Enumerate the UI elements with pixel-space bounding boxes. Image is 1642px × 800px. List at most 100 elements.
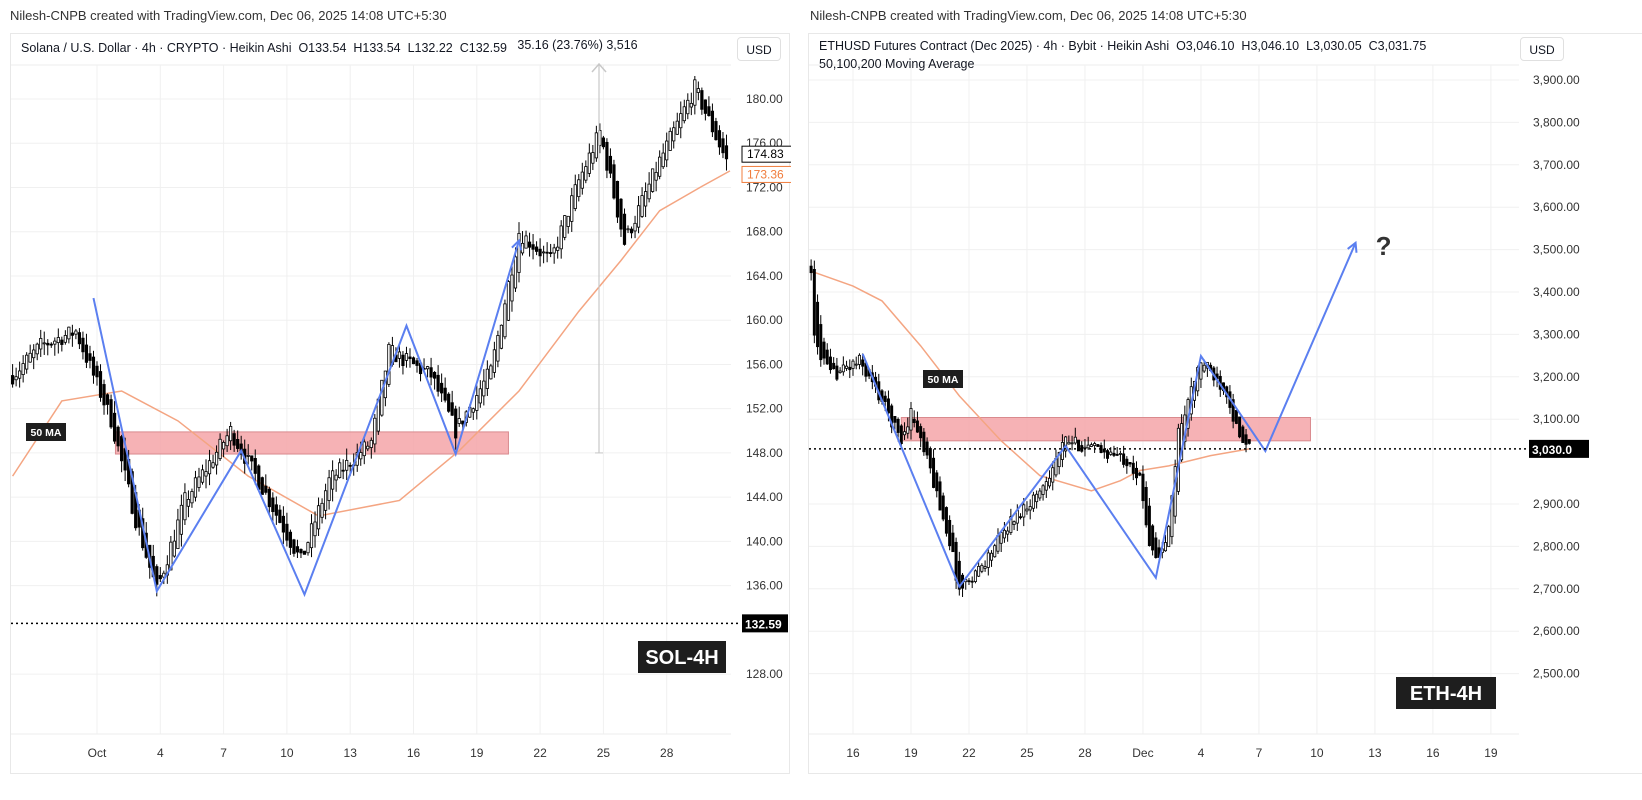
eth-y-tick: 2,600.00: [1533, 624, 1580, 638]
sol-candle-body: [341, 469, 345, 472]
sol-candle-body: [503, 303, 507, 338]
sol-candle-body: [682, 106, 686, 122]
eth-legend-open: O3,046.10: [1176, 39, 1235, 53]
eth-candle-body: [973, 570, 977, 582]
sol-currency-button[interactable]: USD: [737, 37, 781, 61]
sol-candle-body: [28, 352, 32, 363]
sol-candle-body: [457, 418, 461, 424]
sol-candle-body: [98, 371, 103, 398]
eth-candle-body: [899, 425, 903, 445]
eth-pattern-line[interactable]: [861, 242, 1357, 589]
sol-candle-body: [626, 228, 630, 231]
eth-candle-body: [1089, 444, 1093, 447]
eth-ma-50-line[interactable]: [810, 270, 1250, 492]
sol-measure-arrow-icon: [591, 62, 607, 73]
eth-candle-body: [1106, 450, 1110, 459]
sol-candle-body: [559, 225, 563, 250]
sol-candle-body: [102, 384, 106, 406]
eth-candle-body: [893, 416, 897, 423]
sol-candle-body: [556, 246, 560, 251]
sol-candle-body: [14, 376, 18, 381]
sol-candle-body: [264, 485, 268, 493]
eth-candle-body: [1238, 416, 1242, 438]
eth-candle-body: [1077, 439, 1081, 452]
eth-chart-panel[interactable]: 3,900.00 3,800.00 3,700.00 3,600.00 3,500.00…: [808, 33, 1642, 774]
sol-y-tick: 156.00: [746, 357, 783, 371]
eth-candle-body: [854, 363, 858, 366]
eth-candle-body: [1022, 504, 1026, 518]
sol-candle-body: [566, 215, 570, 227]
sol-y-tick: 128.00: [746, 667, 783, 681]
sol-candle-body: [633, 222, 637, 232]
eth-question-annotation[interactable]: ?: [1376, 231, 1392, 261]
sol-candle-body: [95, 365, 99, 378]
sol-pattern-line[interactable]: [92, 240, 520, 598]
sol-candle-body: [647, 183, 651, 200]
eth-x-tick: 19: [1484, 746, 1498, 760]
eth-candle-body: [903, 431, 907, 436]
sol-candle-body: [440, 382, 444, 394]
eth-candle-body: [1164, 542, 1168, 552]
sol-badge: SOL-4H: [645, 647, 718, 669]
eth-candle-body: [941, 495, 945, 520]
sol-x-tick: 22: [533, 746, 547, 760]
eth-candle-body: [828, 356, 832, 371]
sol-ma-label[interactable]: 50 MA: [31, 427, 62, 439]
sol-candle-body: [644, 191, 648, 207]
sol-candle-body: [338, 462, 342, 478]
sol-legend-open: O133.54: [298, 41, 347, 55]
eth-candle-body: [1044, 481, 1048, 491]
eth-candle-body: [1141, 473, 1145, 502]
sol-ma-50-line[interactable]: [11, 170, 731, 517]
eth-indicator-legend[interactable]: 50,100,200 Moving Average: [819, 57, 975, 71]
eth-candle-body: [1038, 490, 1042, 499]
sol-candle-body: [299, 548, 303, 554]
sol-candle-body: [401, 354, 405, 367]
sol-candle-body: [450, 402, 454, 416]
eth-candle-body: [835, 365, 839, 380]
sol-candle-body: [267, 488, 271, 508]
sol-chart-panel[interactable]: 180.00 176.00 172.00 168.00 164.00 160.00 156.…: [10, 33, 791, 775]
sol-candle-body: [35, 343, 39, 355]
eth-badge-bg: [1396, 677, 1496, 709]
eth-currency-button[interactable]: USD: [1520, 37, 1564, 61]
sol-candle-body: [56, 337, 60, 344]
eth-candle-body: [1147, 505, 1151, 547]
eth-badge: ETH-4H: [1410, 683, 1482, 705]
sol-candle-body: [172, 540, 176, 557]
sol-candle-body: [615, 180, 620, 218]
sol-candle-body: [482, 380, 486, 397]
eth-y-tick: 2,500.00: [1533, 667, 1580, 681]
eth-chart-canvas[interactable]: 3,900.00 3,800.00 3,700.00 3,600.00 3,500.00…: [809, 34, 1642, 775]
eth-candle-body: [990, 552, 994, 561]
sol-candle-body: [608, 155, 613, 174]
sol-candle-body: [710, 110, 715, 133]
sol-candle-body: [236, 438, 240, 449]
sol-candle-body: [84, 344, 89, 363]
sol-chart-canvas[interactable]: 180.00176.00172.00168.00164.00160.00156.…: [11, 34, 791, 775]
sol-candle-body: [415, 360, 419, 366]
sol-candle-body: [404, 353, 409, 361]
eth-candle-body: [825, 349, 829, 365]
sol-candle-body: [513, 256, 518, 289]
eth-candle-body: [932, 457, 936, 488]
sol-candle-body: [91, 356, 96, 376]
sol-candle-body: [229, 426, 233, 442]
sol-candle-body: [109, 399, 113, 428]
eth-candle-body: [983, 566, 987, 569]
eth-candle-body: [1202, 364, 1206, 372]
sol-candle-body: [436, 374, 440, 392]
eth-y-tick: 2,800.00: [1533, 539, 1580, 553]
sol-candle-body: [42, 342, 46, 345]
eth-candle-body: [1067, 441, 1071, 445]
sol-candle-body: [204, 471, 208, 477]
sol-candle-body: [658, 156, 662, 177]
eth-ma-label[interactable]: 50 MA: [928, 374, 959, 386]
eth-resistance-zone[interactable]: [900, 417, 1311, 442]
sol-candle-body: [362, 441, 366, 457]
sol-candle-body: [39, 338, 43, 350]
sol-y-tick: 180.00: [746, 92, 783, 106]
sol-candle-body: [302, 550, 307, 555]
sol-candle-body: [320, 502, 324, 518]
eth-candle-body: [1247, 439, 1251, 444]
